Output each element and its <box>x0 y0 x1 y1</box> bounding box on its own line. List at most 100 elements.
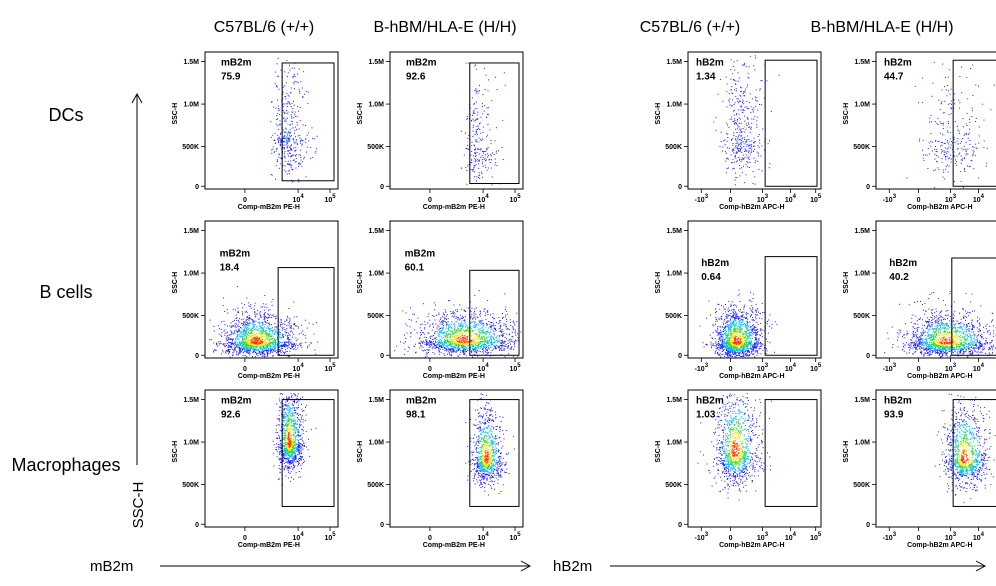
event-dot <box>466 342 468 344</box>
event-dot <box>428 352 429 353</box>
event-dot <box>441 332 443 334</box>
event-dot <box>477 341 479 342</box>
event-dot <box>483 341 485 343</box>
event-dot <box>455 352 457 353</box>
event-dot <box>295 139 297 141</box>
event-dot <box>259 331 261 333</box>
event-dot <box>420 341 422 342</box>
event-dot <box>252 319 254 321</box>
event-dot <box>446 323 447 325</box>
event-dot <box>271 324 273 326</box>
event-dot <box>502 331 504 333</box>
event-dot <box>267 351 269 353</box>
event-dot <box>267 337 269 339</box>
event-dot <box>507 340 509 342</box>
event-dot <box>229 334 231 336</box>
event-dot <box>452 341 454 343</box>
event-dot <box>473 323 475 325</box>
event-dot <box>255 344 257 346</box>
event-dot <box>273 106 275 108</box>
event-dot <box>743 338 744 339</box>
event-dot <box>280 325 281 327</box>
event-dot <box>452 335 454 337</box>
event-dot <box>748 66 750 68</box>
event-dot <box>214 349 216 351</box>
event-dot <box>295 147 297 149</box>
event-dot <box>244 342 246 344</box>
event-dot <box>941 89 943 91</box>
event-dot <box>488 340 490 341</box>
event-dot <box>487 114 489 116</box>
event-dot <box>503 333 505 334</box>
event-dot <box>237 347 239 349</box>
event-dot <box>243 346 245 348</box>
event-dot <box>931 95 933 97</box>
x-axis-title: Comp-mB2m PE-H <box>238 204 300 211</box>
event-dot <box>438 353 440 355</box>
event-dot <box>738 117 740 119</box>
event-dot <box>473 312 475 314</box>
event-dot <box>270 330 272 332</box>
gate-rectangle <box>277 267 335 356</box>
event-dot <box>499 327 501 329</box>
event-dot <box>270 341 272 343</box>
event-dot <box>476 324 478 326</box>
event-dot <box>503 349 505 351</box>
event-dot <box>272 355 273 357</box>
event-dot <box>743 350 745 352</box>
event-dot <box>739 165 740 166</box>
event-dot <box>268 309 269 311</box>
event-dot <box>284 127 286 129</box>
event-dot <box>314 349 316 351</box>
event-dot <box>289 136 291 138</box>
event-dot <box>225 343 227 345</box>
event-dot <box>272 146 274 148</box>
event-dot <box>753 107 755 109</box>
event-dot <box>485 350 486 352</box>
event-dot <box>950 107 952 109</box>
event-dot <box>750 106 752 108</box>
event-dot <box>276 159 278 161</box>
event-dot <box>737 341 739 343</box>
event-dot <box>754 99 756 101</box>
event-dot <box>496 165 498 167</box>
event-dot <box>285 132 287 133</box>
event-dot <box>735 122 736 124</box>
event-dot <box>482 138 484 140</box>
event-dot <box>483 332 485 334</box>
event-dot <box>730 324 732 326</box>
event-dot <box>237 320 239 322</box>
event-dot <box>262 336 264 338</box>
event-dot <box>310 157 312 159</box>
event-dot <box>281 99 282 101</box>
event-dot <box>259 325 261 327</box>
event-dot <box>731 118 733 120</box>
event-dot <box>484 340 486 342</box>
event-dot <box>481 332 483 334</box>
event-dot <box>482 106 483 108</box>
event-dot <box>454 342 456 344</box>
event-dot <box>741 320 743 322</box>
event-dot <box>951 148 953 150</box>
event-dot <box>746 346 748 348</box>
event-dot <box>467 347 469 349</box>
event-dot <box>482 165 484 167</box>
event-dot <box>286 92 288 94</box>
event-dot <box>476 347 478 349</box>
event-dot <box>498 335 500 337</box>
event-dot <box>303 140 305 142</box>
event-dot <box>733 104 735 105</box>
event-dot <box>276 125 278 127</box>
event-dot <box>396 345 398 347</box>
event-dot <box>259 338 261 340</box>
event-dot <box>513 349 515 350</box>
event-dot <box>241 322 243 324</box>
event-dot <box>727 167 729 169</box>
event-dot <box>733 61 735 63</box>
event-dot <box>230 346 232 348</box>
event-dot <box>276 148 277 150</box>
event-dot <box>287 101 289 103</box>
event-dot <box>250 335 252 336</box>
event-dot <box>731 138 733 140</box>
